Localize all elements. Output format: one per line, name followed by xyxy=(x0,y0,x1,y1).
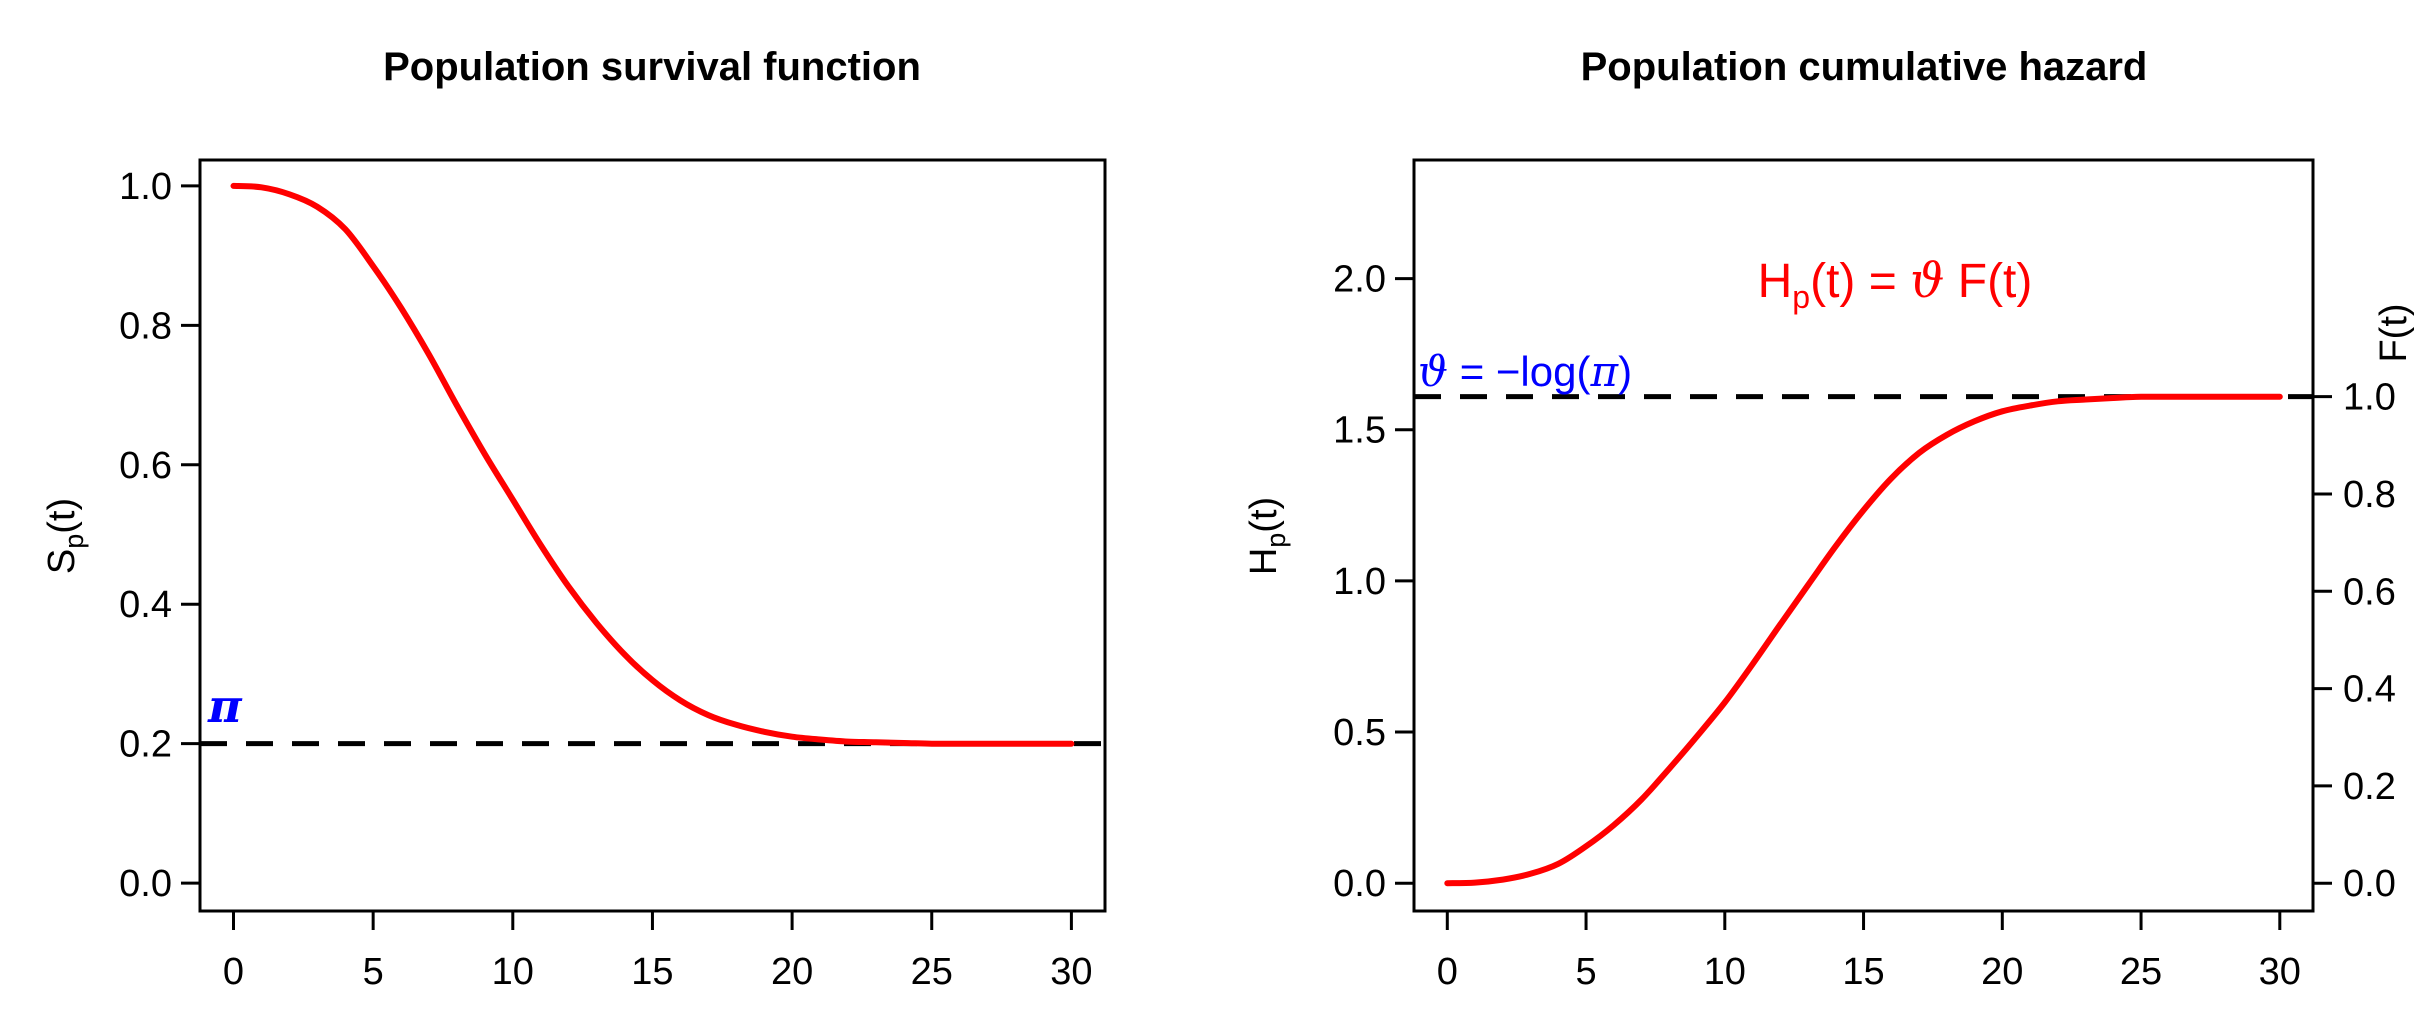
y-axis-tick-label: 2.0 xyxy=(1333,259,1386,301)
right-y-axis-tick-label: 0.6 xyxy=(2343,571,2396,613)
right-plot-ylabel-left: Hp(t) xyxy=(1243,497,1291,575)
pi-asymptote-label: π xyxy=(207,679,243,733)
data-curve xyxy=(230,182,1075,747)
y-axis-tick-label: 0.0 xyxy=(119,863,172,905)
x-axis-tick-label: 0 xyxy=(1437,951,1458,993)
hazard-plot: 0 5 10 15 20 25 30 0.0 0.5 1.0 1.5 2.0 0.0 0.2 0.4 0.6 0… xyxy=(1333,158,2396,993)
y-axis-tick-label: 0.5 xyxy=(1333,712,1386,754)
x-axis-tick-label: 25 xyxy=(2120,951,2162,993)
x-axis-tick-label: 15 xyxy=(631,951,673,993)
x-axis-tick-label: 30 xyxy=(1050,951,1092,993)
y-axis-tick-label: 0.8 xyxy=(119,305,172,347)
y-axis-tick-label: 0.2 xyxy=(119,724,172,766)
x-axis-tick-label: 10 xyxy=(1704,951,1746,993)
y-axis-tick-label: 1.5 xyxy=(1333,410,1386,452)
x-axis-tick-label: 30 xyxy=(2259,951,2301,993)
x-axis-tick-label: 10 xyxy=(492,951,534,993)
y-axis-tick-label: 0.0 xyxy=(1333,863,1386,905)
y-axis-tick-label: 1.0 xyxy=(119,166,172,208)
right-plot-title: Population cumulative hazard xyxy=(1581,45,2148,89)
y-axis-tick-label: 0.4 xyxy=(119,584,172,626)
survival-plot: 0 5 10 15 20 25 30 0.0 0.2 0.4 0.6 0.8 1.0 xyxy=(119,158,1107,993)
x-axis-tick-label: 20 xyxy=(771,951,813,993)
data-curve xyxy=(1444,393,2283,887)
plot-box xyxy=(198,158,1107,913)
x-axis-tick-label: 5 xyxy=(363,951,384,993)
x-axis-tick-label: 5 xyxy=(1575,951,1596,993)
right-y-axis-tick-label: 0.4 xyxy=(2343,669,2396,711)
theta-definition-label: ϑ = −log(π) xyxy=(1418,347,1632,396)
plot-box xyxy=(1412,158,2315,913)
left-plot-title: Population survival function xyxy=(383,45,921,89)
x-axis-tick-label: 20 xyxy=(1981,951,2023,993)
right-y-axis-tick-label: 0.2 xyxy=(2343,766,2396,808)
right-y-axis-tick-label: 0.8 xyxy=(2343,474,2396,516)
x-axis-tick-label: 15 xyxy=(1842,951,1884,993)
right-y-axis-tick-label: 1.0 xyxy=(2343,377,2396,419)
x-axis-tick-label: 25 xyxy=(911,951,953,993)
left-plot-ylabel: Sp(t) xyxy=(41,498,89,574)
right-plot-ylabel-right: F(t) xyxy=(2373,303,2415,362)
right-y-axis-tick-label: 0.0 xyxy=(2343,863,2396,905)
y-axis-tick-label: 0.6 xyxy=(119,445,172,487)
x-axis-tick-label: 0 xyxy=(223,951,244,993)
hazard-formula-label: Hp(t) = ϑ F(t) xyxy=(1758,253,2033,315)
y-axis-tick-label: 1.0 xyxy=(1333,561,1386,603)
